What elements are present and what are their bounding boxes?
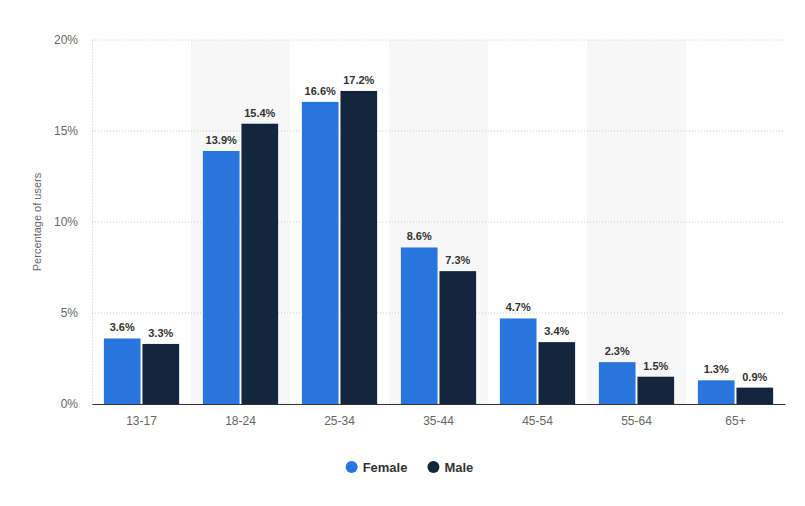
x-tick: 25-34	[324, 404, 355, 428]
data-label: 13.9%	[206, 134, 237, 146]
legend: Female Male	[346, 460, 474, 475]
legend-item: Female	[346, 460, 408, 475]
x-tick-label: 65+	[725, 414, 745, 428]
grid-line	[92, 40, 785, 41]
bar	[637, 377, 674, 404]
data-label: 7.3%	[445, 254, 470, 266]
y-tick: 5%	[61, 306, 92, 320]
x-tick-label: 25-34	[324, 414, 355, 428]
x-tick: 13-17	[126, 404, 157, 428]
bar	[203, 151, 240, 404]
data-label: 3.4%	[544, 325, 569, 337]
y-tick: 0%	[61, 397, 92, 411]
bar	[698, 380, 735, 404]
y-tick: 20%	[54, 33, 92, 47]
y-tick: 15%	[54, 124, 92, 138]
bar	[142, 344, 179, 404]
bar	[736, 388, 773, 404]
bar	[538, 342, 575, 404]
legend-swatch	[346, 461, 358, 473]
data-label: 17.2%	[343, 74, 374, 86]
x-tick-label: 18-24	[225, 414, 256, 428]
x-tick-label: 45-54	[522, 414, 553, 428]
y-tick-label: 20%	[54, 33, 78, 47]
legend-label: Male	[444, 460, 473, 475]
data-label: 15.4%	[244, 107, 275, 119]
data-label: 8.6%	[407, 230, 432, 242]
grid-line	[92, 404, 785, 405]
x-tick: 18-24	[225, 404, 256, 428]
x-axis: 13-17 18-24 25-34 35-44 45-54 55-64 65+	[93, 404, 786, 428]
bar	[104, 338, 141, 404]
x-tick-label: 35-44	[423, 414, 454, 428]
data-label: 1.3%	[704, 363, 729, 375]
x-tick-label: 13-17	[126, 414, 157, 428]
legend-label: Female	[363, 460, 408, 475]
y-tick-label: 15%	[54, 124, 78, 138]
bar	[241, 124, 278, 404]
bar	[340, 91, 377, 404]
grid-line	[92, 131, 785, 132]
grid-line	[92, 222, 785, 223]
bar	[401, 247, 438, 404]
bar	[302, 102, 339, 404]
data-label: 2.3%	[605, 345, 630, 357]
legend-item: Male	[427, 460, 473, 475]
bar	[439, 271, 476, 404]
x-axis-line	[93, 404, 786, 405]
bar	[500, 318, 537, 404]
grid	[92, 40, 785, 404]
data-label: 16.6%	[305, 85, 336, 97]
band	[191, 40, 290, 404]
x-tick-label: 55-64	[621, 414, 652, 428]
y-tick-label: 5%	[61, 306, 79, 320]
y-tick: 10%	[54, 215, 92, 229]
y-axis-line	[92, 41, 93, 405]
bars	[104, 91, 773, 404]
chart: 0% 5% 10% 15% 20% 13-17 18-24 25-34 35-44 45-54 55…	[0, 0, 805, 506]
y-tick-label: 10%	[54, 215, 78, 229]
legend-swatch	[427, 461, 439, 473]
y-tick-label: 0%	[61, 397, 79, 411]
x-tick: 55-64	[621, 404, 652, 428]
y-axis: 0% 5% 10% 15% 20%	[54, 33, 93, 411]
data-label: 4.7%	[506, 301, 531, 313]
x-tick: 35-44	[423, 404, 454, 428]
data-label: 3.6%	[110, 321, 135, 333]
data-label: 1.5%	[643, 360, 668, 372]
bar	[599, 362, 636, 404]
data-labels: 3.6% 13.9% 16.6% 8.6% 4.7% 2.3% 1.3% 3.3% 15.4% 1…	[110, 74, 768, 383]
x-tick: 45-54	[522, 404, 553, 428]
x-tick: 65+	[725, 404, 745, 428]
y-axis-title: Percentage of users	[31, 172, 43, 271]
grid-line	[92, 313, 785, 314]
data-label: 3.3%	[148, 327, 173, 339]
data-label: 0.9%	[742, 371, 767, 383]
